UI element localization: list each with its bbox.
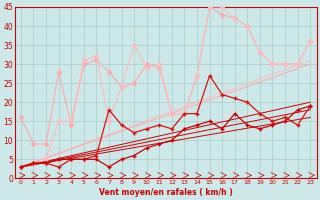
X-axis label: Vent moyen/en rafales ( km/h ): Vent moyen/en rafales ( km/h ) xyxy=(99,188,232,197)
